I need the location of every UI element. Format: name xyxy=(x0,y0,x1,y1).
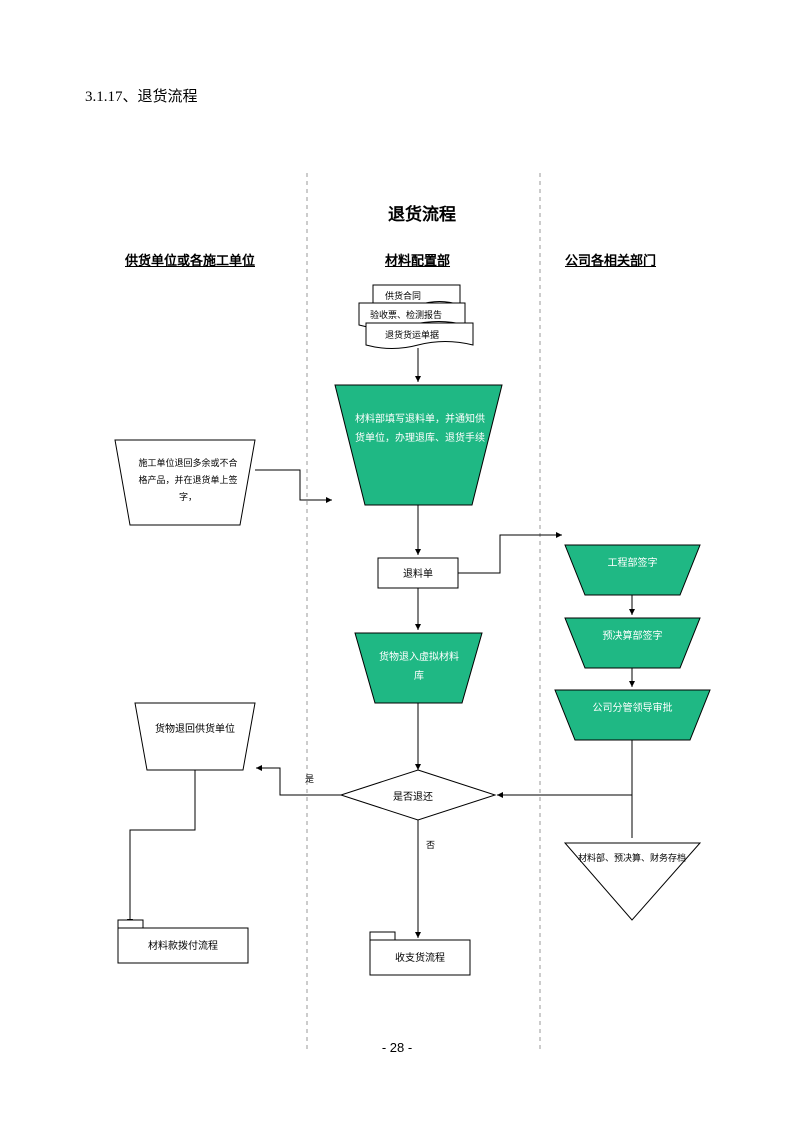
node-virtual-label: 货物退入虚拟材料库 xyxy=(375,648,463,686)
node-receipt-label: 收支货流程 xyxy=(370,949,470,964)
doc-2-label: 验收票、检测报告 xyxy=(370,308,442,321)
label-yes: 是 xyxy=(305,772,314,785)
doc-1-label: 供货合同 xyxy=(385,289,421,302)
node-slip-label: 退料单 xyxy=(378,565,458,580)
node-budget-label: 预决算部签字 xyxy=(585,628,680,645)
node-back-supplier-label: 货物退回供货单位 xyxy=(155,720,235,739)
label-no: 否 xyxy=(426,838,435,851)
node-payflow-label: 材料款拨付流程 xyxy=(118,937,248,952)
node-eng-label: 工程部签字 xyxy=(585,555,680,572)
node-archive-label: 材料部、预决算、财务存档 xyxy=(577,850,687,866)
node-left-return-label: 施工单位退回多余或不合格产品，并在退货单上签字， xyxy=(138,455,238,506)
node-decision-label: 是否退还 xyxy=(393,788,433,803)
node-leader-label: 公司分管领导审批 xyxy=(575,700,690,717)
page-number: - 28 - xyxy=(0,1040,794,1055)
node-fill-slip-label: 材料部填写退料单，并通知供货单位，办理退库、退货手续 xyxy=(355,410,485,448)
doc-3-label: 退货货运单据 xyxy=(385,328,439,341)
